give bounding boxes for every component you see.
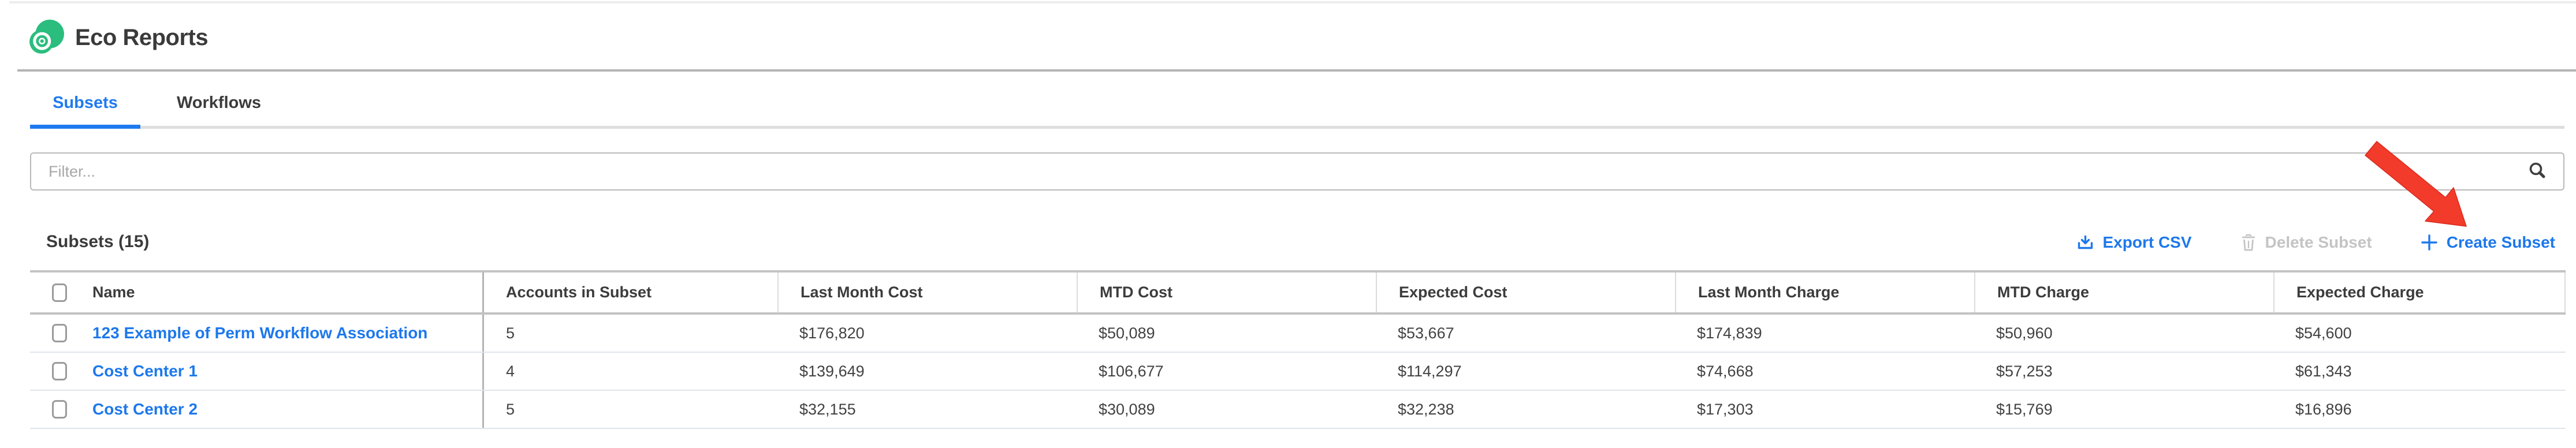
column-header-expected-charge: Expected Charge — [2273, 272, 2566, 312]
header-divider — [17, 69, 2576, 72]
cell-name: Cost Center 1 — [30, 353, 482, 390]
column-header-expected-cost: Expected Cost — [1376, 272, 1675, 312]
table-actions: Export CSV Delete Subset Create Subset — [2076, 229, 2555, 256]
column-header-accounts-in-subset: Accounts in Subset — [482, 272, 777, 312]
cell-expected-cost: $53,667 — [1398, 324, 1454, 342]
tab-bar: Subsets Workflows — [30, 80, 270, 126]
delete-subset-label: Delete Subset — [2265, 233, 2372, 251]
cell-expected-charge: $16,896 — [2295, 400, 2352, 418]
cell-last-month-cost: $32,155 — [799, 400, 856, 418]
column-header-mtd-cost: MTD Cost — [1077, 272, 1376, 312]
cell-mtd-cost: $30,089 — [1099, 400, 1155, 418]
eco-logo-icon — [29, 20, 64, 54]
cell-last-month-charge: $174,839 — [1697, 324, 1762, 342]
column-header-name: Name — [30, 272, 482, 312]
export-csv-button[interactable]: Export CSV — [2076, 233, 2192, 252]
cell-mtd-cost: $106,677 — [1099, 362, 1164, 380]
cell-accounts: 4 — [482, 353, 777, 390]
cell-mtd-charge: $15,769 — [1996, 400, 2053, 418]
filter-input[interactable] — [31, 154, 2527, 189]
cell-mtd-charge: $50,960 — [1996, 324, 2053, 342]
cell-last-month-cost: $139,649 — [799, 362, 865, 380]
table-row: 123 Example of Perm Workflow Association… — [30, 315, 2566, 353]
page-title: Eco Reports — [75, 24, 209, 50]
cell-expected-cost: $32,238 — [1398, 400, 1454, 418]
cell-expected-cost: $114,297 — [1398, 362, 1462, 380]
trash-icon — [2242, 234, 2255, 251]
column-header-mtd-charge: MTD Charge — [1974, 272, 2273, 312]
filter-bar — [30, 152, 2564, 191]
plus-icon — [2421, 234, 2437, 251]
export-csv-label: Export CSV — [2102, 233, 2192, 251]
section-heading: Subsets (15) — [46, 232, 150, 251]
cell-last-month-cost: $176,820 — [799, 324, 865, 342]
delete-subset-button[interactable]: Delete Subset — [2240, 233, 2372, 252]
column-header-last-month-charge: Last Month Charge — [1675, 272, 1974, 312]
subset-name-link[interactable]: Cost Center 2 — [92, 400, 198, 418]
search-icon — [2529, 162, 2545, 178]
window-top-border — [9, 1, 2576, 3]
cell-expected-charge: $61,343 — [2295, 362, 2352, 380]
cell-accounts: 5 — [482, 315, 777, 352]
select-all-checkbox[interactable] — [52, 283, 67, 302]
tab-subsets[interactable]: Subsets — [53, 93, 118, 112]
table-row: Cost Center 2 5 $32,155 $30,089 $32,238 … — [30, 391, 2566, 429]
cell-last-month-charge: $17,303 — [1697, 400, 1754, 418]
subsets-table: Name Accounts in Subset Last Month Cost … — [30, 270, 2566, 429]
table-header-row: Name Accounts in Subset Last Month Cost … — [30, 270, 2566, 315]
cell-name: Cost Center 2 — [30, 391, 482, 428]
column-header-last-month-cost: Last Month Cost — [777, 272, 1077, 312]
create-subset-button[interactable]: Create Subset — [2421, 233, 2555, 252]
table-row: Cost Center 1 4 $139,649 $106,677 $114,2… — [30, 353, 2566, 391]
row-checkbox[interactable] — [52, 362, 67, 380]
cell-mtd-charge: $57,253 — [1996, 362, 2053, 380]
subset-name-link[interactable]: Cost Center 1 — [92, 362, 198, 380]
row-checkbox[interactable] — [52, 324, 67, 342]
tab-bar-underline — [30, 126, 2564, 129]
create-subset-label: Create Subset — [2446, 233, 2555, 251]
cell-name: 123 Example of Perm Workflow Association — [30, 315, 482, 352]
red-arrow-annotation-icon — [2365, 141, 2467, 227]
cell-expected-charge: $54,600 — [2295, 324, 2352, 342]
tab-workflows[interactable]: Workflows — [176, 93, 262, 112]
subset-name-link[interactable]: 123 Example of Perm Workflow Association — [92, 324, 428, 342]
cell-last-month-charge: $74,668 — [1697, 362, 1754, 380]
cell-accounts: 5 — [482, 391, 777, 428]
active-tab-indicator — [30, 125, 140, 129]
cell-mtd-cost: $50,089 — [1099, 324, 1155, 342]
row-checkbox[interactable] — [52, 400, 67, 419]
download-icon — [2078, 235, 2093, 249]
